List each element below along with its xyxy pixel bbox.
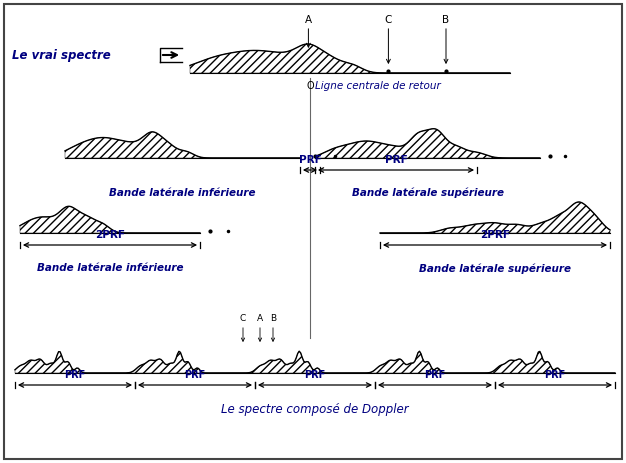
Text: Bande latérale inférieure: Bande latérale inférieure bbox=[110, 188, 256, 198]
Text: 2PRF: 2PRF bbox=[95, 230, 125, 240]
Text: 2PRF: 2PRF bbox=[480, 230, 510, 240]
Text: C: C bbox=[385, 15, 392, 25]
Text: PRF: PRF bbox=[424, 370, 446, 380]
Text: PRF: PRF bbox=[64, 370, 86, 380]
FancyBboxPatch shape bbox=[4, 4, 622, 459]
Text: PRF: PRF bbox=[384, 155, 408, 165]
Text: B: B bbox=[443, 15, 449, 25]
Text: Ligne centrale de retour: Ligne centrale de retour bbox=[315, 81, 441, 91]
Text: A: A bbox=[257, 314, 263, 323]
Text: PRF: PRF bbox=[545, 370, 566, 380]
Text: C: C bbox=[240, 314, 246, 323]
Text: B: B bbox=[270, 314, 276, 323]
Text: Bande latérale supérieure: Bande latérale supérieure bbox=[419, 263, 571, 274]
Text: Bande latérale inférieure: Bande latérale inférieure bbox=[37, 263, 183, 273]
Text: PRF: PRF bbox=[185, 370, 205, 380]
Text: O: O bbox=[306, 81, 314, 91]
Text: PRF: PRF bbox=[304, 370, 326, 380]
Text: Le spectre composé de Doppler: Le spectre composé de Doppler bbox=[221, 403, 409, 416]
Text: Le vrai spectre: Le vrai spectre bbox=[12, 49, 111, 62]
Text: A: A bbox=[305, 15, 312, 25]
Text: Bande latérale supérieure: Bande latérale supérieure bbox=[352, 188, 503, 199]
Text: PRF: PRF bbox=[299, 155, 321, 165]
